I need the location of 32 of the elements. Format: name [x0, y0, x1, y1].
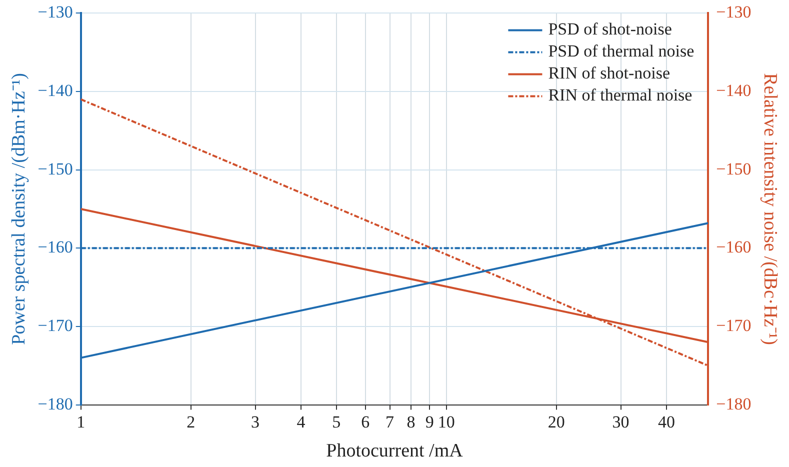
y-tick-label: −140 [38, 80, 73, 100]
y-tick-label: −160 [38, 238, 73, 257]
y2-tick-label: −150 [716, 159, 752, 178]
legend-label: PSD of shot-noise [548, 20, 672, 39]
x-tick-label: 6 [361, 412, 370, 432]
y2-tick-label: −140 [716, 80, 752, 100]
y-tick-label: −170 [38, 316, 73, 335]
x-tick-label: 30 [612, 412, 630, 432]
y-tick-label: −180 [38, 394, 73, 414]
y2-tick-label: −170 [716, 316, 752, 335]
x-tick-label: 9 [425, 412, 434, 432]
y-tick-label: −130 [38, 2, 73, 22]
x-tick-label: 3 [251, 412, 260, 432]
y-tick-label: −150 [38, 159, 73, 178]
x-tick-label: 5 [332, 412, 341, 432]
legend-label: RIN of shot-noise [548, 64, 670, 83]
x-tick-label: 8 [406, 412, 416, 432]
y-axis-title: Power spectral density /(dBm·Hz⁻¹) [8, 73, 30, 345]
x-tick-label: 40 [658, 412, 675, 432]
x-axis-title: Photocurrent /mA [326, 440, 464, 462]
x-tick-label: 10 [438, 412, 455, 432]
x-tick-label: 7 [386, 412, 395, 432]
x-tick-label: 20 [548, 412, 565, 432]
legend-label: RIN of thermal noise [548, 86, 692, 105]
legend-label: PSD of thermal noise [548, 42, 694, 61]
x-tick-label: 1 [76, 412, 86, 432]
x-tick-label: 4 [296, 412, 306, 432]
y2-tick-label: −160 [716, 238, 752, 257]
y2-tick-label: −130 [716, 2, 752, 22]
y2-tick-label: −180 [716, 394, 752, 414]
x-tick-label: 2 [186, 412, 196, 432]
y2-axis-title: Relative intensity noise /(dBc·Hz⁻¹) [760, 73, 781, 345]
